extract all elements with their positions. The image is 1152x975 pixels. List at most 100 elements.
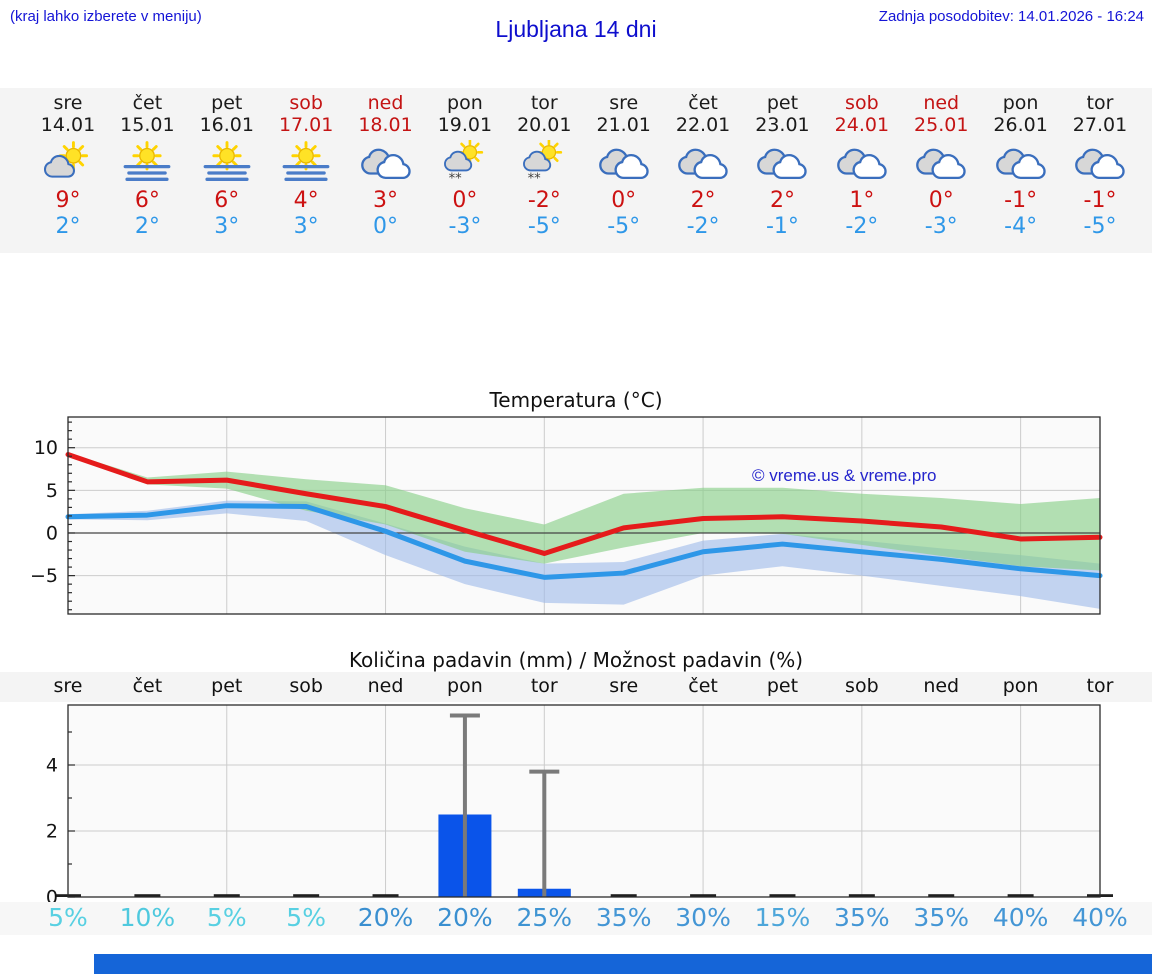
temperature-line <box>65 452 1103 556</box>
day-date: 22.01 <box>675 114 731 136</box>
cloudy-icon <box>595 140 653 186</box>
precipitation-chart: 0 2 4 <box>46 704 1113 903</box>
cloudy-glyph <box>362 150 409 178</box>
low-temperature: -4° <box>1004 214 1038 239</box>
forecast-day-column: ned 18.01 3° 0° <box>344 92 428 240</box>
low-temperature: -5° <box>527 214 561 239</box>
high-temperature: 6° <box>214 188 240 213</box>
y-axis-label: 0 <box>46 522 58 544</box>
day-name: čet <box>132 92 163 114</box>
footer-bar <box>94 954 1152 974</box>
high-temperature: -1° <box>1004 188 1038 213</box>
low-temperature: 3° <box>293 214 319 239</box>
precip-day-label: sre <box>53 675 83 697</box>
precip-day-label: pet <box>766 675 799 697</box>
cloudy-glyph <box>1076 150 1123 178</box>
y-axis-label: 0 <box>46 887 58 903</box>
plot-background <box>68 705 1100 897</box>
day-date: 15.01 <box>120 114 175 136</box>
temperature-range-band <box>68 452 1100 571</box>
temperature-range-band <box>68 500 1100 609</box>
precip-day-label: sre <box>609 675 639 697</box>
forecast-day-column: tor 27.01 -1° -5° <box>1058 92 1142 240</box>
day-date: 27.01 <box>1072 114 1128 136</box>
y-axis-label: 5 <box>46 480 58 502</box>
sun-cloud-glyph <box>45 143 87 177</box>
precip-probability: 25% <box>516 903 573 932</box>
sun-cloud-snow-icon <box>515 140 573 186</box>
location-menu-hint: (kraj lahko izberete v meniju) <box>10 8 202 25</box>
cloudy-glyph <box>759 150 806 178</box>
low-temperature: -2° <box>845 214 879 239</box>
copyright-annotation: © vreme.us & vreme.pro <box>752 466 936 485</box>
cloudy-icon <box>674 140 732 186</box>
low-temperature: -2° <box>686 214 720 239</box>
cloudy-glyph <box>918 150 965 178</box>
precip-probability: 35% <box>595 903 652 932</box>
low-temperature: -5° <box>1083 214 1117 239</box>
day-name: ned <box>923 92 960 114</box>
precip-probability: 15% <box>754 903 811 932</box>
precip-probability: 20% <box>357 903 414 932</box>
precipitation-chart-title: Količina padavin (mm) / Možnost padavin … <box>348 648 804 672</box>
low-temperature: -1° <box>765 214 799 239</box>
precip-probability: 40% <box>992 903 1049 932</box>
cloudy-icon <box>357 140 415 186</box>
temperature-chart-title: Temperatura (°C) <box>489 388 663 412</box>
cloudy-glyph <box>600 150 647 178</box>
precip-probability: 5% <box>206 903 247 932</box>
cloudy-glyph <box>679 150 726 178</box>
page-header: (kraj lahko izberete v meniju) Ljubljana… <box>0 0 1152 88</box>
day-date: 17.01 <box>278 114 334 136</box>
day-date: 20.01 <box>517 114 572 136</box>
temperature-chart: 10 5 0 −5 © vreme.us & vreme.pro <box>30 416 1103 615</box>
y-axis-label: 2 <box>46 821 58 843</box>
y-axis-label: 4 <box>46 755 58 777</box>
zero-precip-dash <box>213 894 240 897</box>
forecast-day-column: čet 15.01 6° 2° <box>105 92 189 240</box>
day-name: sob <box>845 92 879 114</box>
zero-precip-dash <box>293 894 320 897</box>
zero-precip-dash <box>690 894 717 897</box>
day-name: sre <box>53 92 83 114</box>
day-date: 21.01 <box>596 114 651 136</box>
zero-precip-dash <box>610 894 637 897</box>
cloudy-glyph <box>997 150 1044 178</box>
zero-precip-dash <box>134 894 161 897</box>
high-temperature: 0° <box>452 188 478 213</box>
last-update-timestamp: Zadnja posodobitev: 14.01.2026 - 16:24 <box>878 8 1144 25</box>
cloudy-icon <box>912 140 970 186</box>
high-temperature: 0° <box>928 188 954 213</box>
precip-day-label: sob <box>845 675 879 697</box>
forecast-day-column: tor 20.01 -2° -5° <box>502 92 586 240</box>
precip-day-label: ned <box>923 675 960 697</box>
day-name: sob <box>289 92 323 114</box>
sun-fog-icon <box>277 140 335 186</box>
cloudy-icon <box>992 140 1050 186</box>
forecast-day-column: sre 21.01 0° -5° <box>582 92 666 240</box>
precip-day-label: tor <box>530 675 558 697</box>
zero-precip-dash <box>372 894 399 897</box>
precip-probability: 10% <box>119 903 176 932</box>
forecast-day-column: pon 26.01 -1° -4° <box>979 92 1063 240</box>
cloudy-icon <box>753 140 811 186</box>
day-date: 19.01 <box>437 114 493 136</box>
precip-day-label: pon <box>1002 675 1039 697</box>
low-temperature: -3° <box>448 214 482 239</box>
forecast-day-column: pon 19.01 0° -3° <box>423 92 507 240</box>
precip-day-label: ned <box>367 675 404 697</box>
precip-probability: 5% <box>48 903 88 932</box>
forecast-day-column: ned 25.01 0° -3° <box>899 92 983 240</box>
zero-precip-dash <box>928 894 955 897</box>
day-name: čet <box>688 92 718 114</box>
y-axis-label: −5 <box>30 565 58 587</box>
sun-cloud-snow-icon <box>436 140 494 186</box>
low-temperature: 3° <box>214 214 240 239</box>
sun-cloud-snow-glyph <box>524 140 561 186</box>
forecast-day-column: sob 17.01 4° 3° <box>264 92 348 240</box>
precip-day-label: tor <box>1086 675 1114 697</box>
precip-probability: 5% <box>286 903 326 932</box>
low-temperature: -5° <box>607 214 641 239</box>
y-axis-label: 10 <box>34 437 58 459</box>
plot-border <box>67 704 1101 898</box>
